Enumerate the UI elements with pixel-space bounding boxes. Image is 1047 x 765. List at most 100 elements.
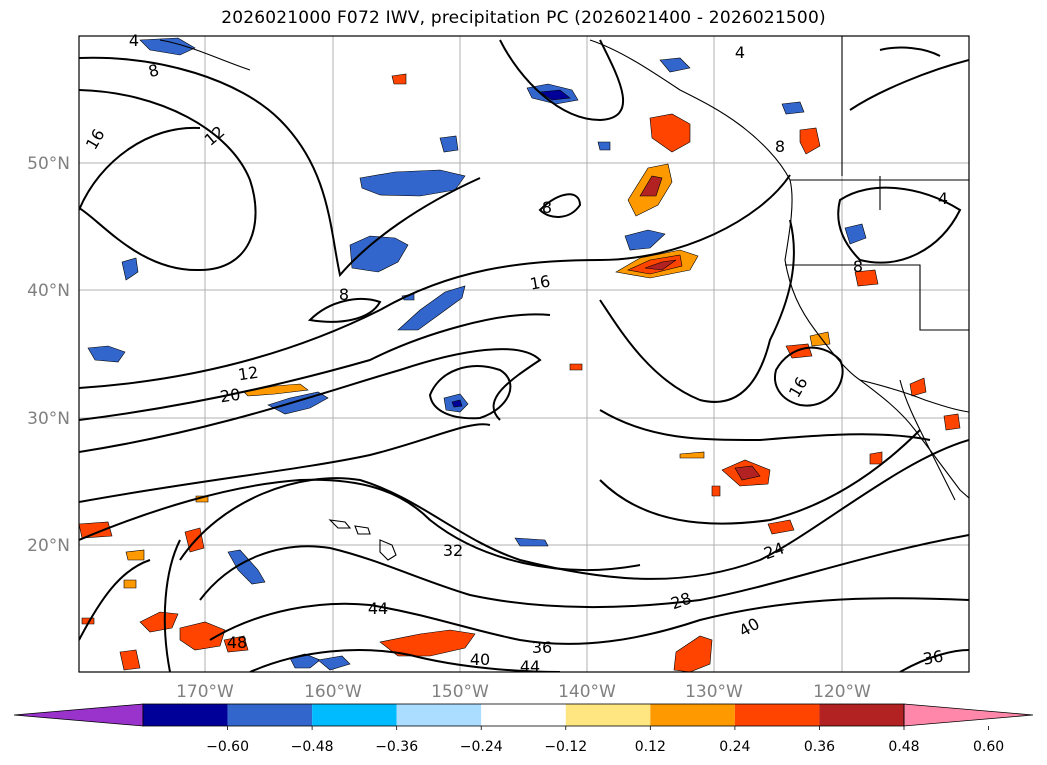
precip-patch bbox=[451, 399, 463, 408]
map-frame bbox=[78, 35, 970, 673]
precip-patch bbox=[139, 37, 196, 56]
island bbox=[328, 519, 352, 529]
precip-patch bbox=[649, 113, 691, 153]
colorbar-tick-label: −0.12 bbox=[544, 739, 587, 755]
contour-line bbox=[499, 39, 625, 122]
colorbar-segment bbox=[143, 704, 228, 726]
contour-line bbox=[899, 649, 969, 672]
contour-line bbox=[79, 348, 542, 453]
latitude-label: 50°N bbox=[27, 154, 70, 174]
precip-patch bbox=[854, 269, 879, 287]
contour-line bbox=[538, 193, 582, 218]
precip-patch bbox=[639, 175, 663, 197]
colorbar-segment bbox=[734, 704, 820, 726]
colorbar-tick-label: 0.60 bbox=[973, 739, 1004, 755]
precip-patch bbox=[624, 229, 666, 251]
latitude-label: 20°N bbox=[27, 536, 70, 556]
colorbar-tick-label: 0.48 bbox=[888, 739, 919, 755]
contour-line bbox=[79, 313, 551, 421]
precip-patch bbox=[844, 223, 867, 245]
island bbox=[354, 525, 371, 535]
border-line bbox=[859, 379, 969, 413]
iwv-contours bbox=[79, 39, 969, 672]
longitude-label: 140°W bbox=[558, 682, 616, 702]
contour-line bbox=[79, 126, 201, 211]
coastlines bbox=[159, 36, 969, 561]
contour-line bbox=[79, 56, 481, 278]
longitude-labels: 170°W 160°W 150°W 140°W 130°W 120°W bbox=[176, 682, 871, 702]
precip-patch bbox=[514, 537, 549, 547]
precip-patch bbox=[391, 73, 407, 85]
contour-label: 48 bbox=[227, 633, 247, 652]
contour-label: 16 bbox=[528, 271, 551, 293]
contour-label: 12 bbox=[237, 363, 260, 385]
colorbar-tick-label: 0.36 bbox=[804, 739, 835, 755]
precip-patch bbox=[659, 57, 691, 73]
contour-line bbox=[209, 597, 969, 645]
contour-line bbox=[428, 365, 512, 420]
precip-patch bbox=[125, 549, 145, 561]
contour-line bbox=[163, 539, 181, 672]
colorbar-segment bbox=[819, 704, 904, 726]
colorbar-tick-label: −0.48 bbox=[291, 739, 334, 755]
longitude-label: 150°W bbox=[431, 682, 489, 702]
precip-patch bbox=[79, 521, 113, 539]
contour-label: 44 bbox=[520, 657, 540, 676]
precip-patch bbox=[943, 413, 961, 431]
longitude-label: 160°W bbox=[304, 682, 362, 702]
contour-line bbox=[179, 439, 969, 580]
contour-line bbox=[837, 186, 962, 264]
map-title: 2026021000 F072 IWV, precipitation PC (2… bbox=[221, 8, 826, 28]
colorbar-segment bbox=[565, 704, 651, 726]
precip-patch bbox=[569, 363, 583, 371]
contour-line bbox=[249, 649, 561, 672]
contour-line bbox=[79, 89, 257, 272]
precip-patch bbox=[439, 135, 459, 153]
colorbar-tick-label: −0.24 bbox=[460, 739, 503, 755]
latitude-label: 40°N bbox=[27, 281, 70, 301]
precip-patch bbox=[597, 141, 611, 151]
contour-label: 4 bbox=[938, 189, 948, 208]
colorbar-tick-label: 0.12 bbox=[635, 739, 666, 755]
precip-patch bbox=[909, 377, 927, 397]
contour-label: 36 bbox=[532, 638, 552, 657]
contour-line bbox=[599, 429, 921, 525]
coastline bbox=[899, 379, 956, 501]
precip-patch bbox=[539, 89, 571, 101]
contour-line bbox=[879, 46, 941, 57]
contour-label: 8 bbox=[339, 285, 349, 304]
precip-patch bbox=[734, 465, 761, 481]
precip-patch bbox=[139, 611, 179, 633]
precip-patch bbox=[397, 285, 466, 331]
colorbar-extend-low bbox=[13, 703, 144, 727]
precip-patch bbox=[644, 259, 677, 271]
contour-line bbox=[79, 559, 151, 641]
colorbar-segment bbox=[396, 704, 482, 726]
contour-line bbox=[79, 423, 491, 503]
contour-label: 40 bbox=[470, 650, 490, 669]
map-plot-area bbox=[79, 36, 969, 672]
colorbar-labels: −0.60 −0.48 −0.36 −0.24 −0.12 0.12 0.24 0.36 0.4… bbox=[206, 726, 1004, 755]
contour-label: 8 bbox=[775, 137, 785, 156]
precip-patch bbox=[123, 579, 137, 589]
precip-patch bbox=[179, 621, 226, 651]
latitude-labels: 50°N 40°N 30°N 20°N bbox=[27, 154, 70, 556]
contour-label: 32 bbox=[443, 541, 463, 560]
latitude-label: 30°N bbox=[27, 409, 70, 429]
contour-label: 8 bbox=[146, 60, 161, 81]
precip-patch bbox=[673, 635, 713, 672]
contour-line bbox=[599, 409, 931, 442]
colorbar bbox=[13, 703, 1034, 727]
precip-patch bbox=[799, 127, 821, 155]
colorbar-extend-high bbox=[903, 703, 1034, 727]
precip-patch bbox=[119, 649, 141, 671]
island-hawaii bbox=[379, 539, 397, 561]
colorbar-tick-label: −0.60 bbox=[206, 739, 249, 755]
contour-line bbox=[774, 346, 844, 407]
precip-patch bbox=[317, 655, 351, 671]
border-line bbox=[785, 264, 969, 331]
colorbar-segment bbox=[312, 704, 397, 726]
precip-patch bbox=[679, 451, 705, 459]
precip-patch bbox=[121, 257, 139, 281]
